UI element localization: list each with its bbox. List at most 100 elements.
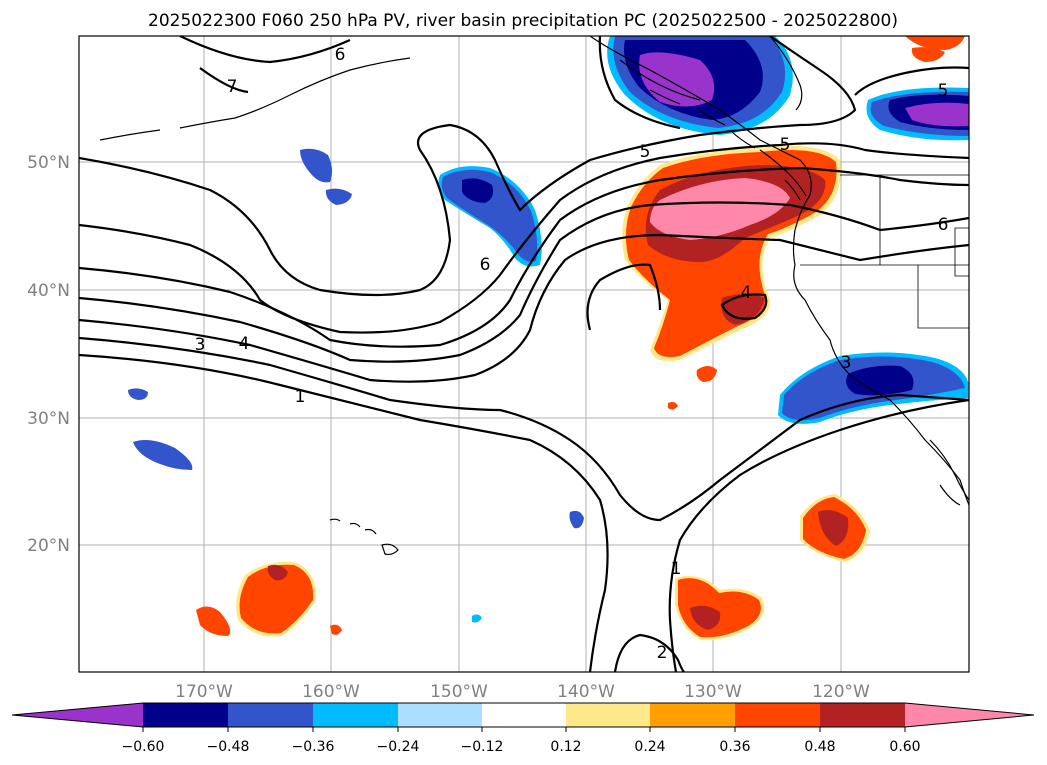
- shade-pnw-south-inner: [721, 294, 765, 325]
- map-title: 2025022300 F060 250 hPa PV, river basin …: [148, 11, 898, 31]
- lon-label-150w: 150°W: [430, 682, 488, 702]
- colorbar-tick-label: −0.48: [207, 739, 250, 755]
- contour-3: [79, 336, 969, 522]
- anomaly-socal: [778, 352, 969, 424]
- colorbar-tick-label: 0.48: [804, 739, 835, 755]
- contour-label-5-c: 5: [938, 81, 949, 101]
- colorbar-tick-label: −0.36: [292, 739, 335, 755]
- shade-small-positive-2: [668, 402, 678, 410]
- colorbar-extend-left: [12, 703, 143, 727]
- lon-label-120w: 120°W: [812, 682, 870, 702]
- lat-label-40n: 40°N: [27, 281, 70, 301]
- contour-5: [79, 142, 969, 334]
- contour-label-1-south: 1: [671, 559, 682, 579]
- contour-label-6-east: 6: [938, 215, 949, 235]
- anomaly-south-east: [800, 494, 870, 562]
- lon-label-160w: 160°W: [302, 682, 360, 702]
- lat-label-50n: 50°N: [27, 153, 70, 173]
- shade-topright-positive: [905, 36, 965, 50]
- coastlines: [99, 36, 969, 556]
- shade-canada-core: [905, 102, 969, 127]
- anomaly-south-center: [675, 575, 765, 641]
- shade-small-negative-west-1: [128, 388, 148, 400]
- contour-loop-mid: [586, 263, 662, 331]
- contour-5b: [79, 166, 969, 348]
- contour-labels: 7 6 5 5 5 6 6 4 4 3 3 1 1 2: [195, 45, 949, 663]
- contour-top-7: [199, 67, 249, 94]
- anomaly-canada: [866, 87, 969, 141]
- map-frame: [78, 35, 970, 673]
- colorbar-tick-label: 0.36: [719, 739, 750, 755]
- contour-1: [79, 353, 609, 672]
- colorbar-segment-7: [650, 703, 735, 727]
- colorbar-segment-9: [820, 703, 905, 727]
- lon-label-130w: 130°W: [684, 682, 742, 702]
- coastline-hawaii: [329, 518, 399, 556]
- shade-sw-small: [196, 606, 231, 636]
- anomaly-alaska: [607, 36, 793, 135]
- contour-label-5-b: 5: [780, 135, 791, 155]
- colorbar-labels: −0.60 −0.48 −0.36 −0.24 −0.12 0.12 0.24 …: [122, 739, 921, 755]
- coastline-bc-alaska: [769, 36, 803, 111]
- shade-pnw-core: [650, 178, 790, 240]
- contour-label-4-west: 4: [239, 334, 250, 354]
- contour-1b: [668, 398, 969, 672]
- coastline-north-america: [589, 36, 969, 506]
- contour-alaska: [598, 36, 681, 130]
- colorbar-ticks: [142, 727, 906, 732]
- coastline-vancouver: [759, 149, 807, 201]
- shade-small-negative-hawaii: [569, 510, 584, 529]
- coastline-aleutians: [99, 57, 411, 141]
- shade-sw-small-2: [330, 624, 342, 635]
- coastline-islands-alaska: [619, 59, 756, 149]
- shade-central-inner: [462, 178, 494, 203]
- shade-sc-inner: [690, 605, 721, 630]
- contour-label-4-loop: 4: [741, 283, 752, 303]
- anomaly-shading: [128, 36, 969, 641]
- shade-sw-mid: [239, 564, 314, 634]
- anomaly-pnw: [622, 145, 841, 362]
- colorbar-tick-label: −0.24: [377, 739, 420, 755]
- shade-sw-inner: [267, 564, 288, 581]
- shade-topright-positive-2: [911, 47, 945, 62]
- colorbar-tick-label: −0.60: [122, 739, 165, 755]
- lon-label-140w: 140°W: [557, 682, 615, 702]
- contour-label-6-center: 6: [480, 255, 491, 275]
- contour-label-7: 7: [227, 77, 238, 97]
- state-borders: [800, 174, 969, 329]
- anomaly-central-north: [438, 166, 542, 267]
- colorbar-segment-2: [228, 703, 313, 727]
- lat-label-20n: 20°N: [27, 536, 70, 556]
- contour-upper-1: [79, 36, 857, 297]
- contour-label-1-west: 1: [295, 387, 306, 407]
- colorbar-segment-5: [482, 703, 566, 727]
- latitude-labels: 50°N 40°N 30°N 20°N: [27, 153, 70, 556]
- contour-6: [79, 201, 969, 363]
- map-background: [79, 36, 969, 672]
- contour-label-6-top: 6: [335, 45, 346, 65]
- pv-contours: [79, 36, 969, 672]
- map-panel: 7 6 5 5 5 6 6 4 4 3 3 1 1 2: [78, 35, 970, 673]
- lat-label-30n: 30°N: [27, 409, 70, 429]
- contour-topright-5: [854, 66, 969, 96]
- shade-alaska-core: [639, 52, 715, 107]
- contour-label-3-west: 3: [195, 335, 206, 355]
- colorbar-segment-4: [398, 703, 482, 727]
- colorbar: −0.60 −0.48 −0.36 −0.24 −0.12 0.12 0.24 …: [11, 702, 1035, 755]
- lon-label-170w: 170°W: [175, 682, 233, 702]
- colorbar-tick-label: 0.24: [634, 739, 665, 755]
- colorbar-segment-1: [143, 703, 228, 727]
- contour-label-2: 2: [657, 643, 668, 663]
- contour-label-3-east: 3: [841, 353, 852, 373]
- shade-small-negative-west-2: [133, 440, 193, 470]
- colorbar-segment-3: [313, 703, 398, 727]
- shade-se-inner: [818, 510, 849, 546]
- shade-small-negative-south: [472, 614, 482, 623]
- colorbar-extend-right: [905, 703, 1034, 727]
- contour-6b: [79, 233, 969, 383]
- shade-small-negative-160w: [300, 148, 333, 183]
- colorbar-tick-label: −0.12: [461, 739, 504, 755]
- contour-loop-4: [720, 293, 768, 320]
- colorbar-segment-8: [735, 703, 820, 727]
